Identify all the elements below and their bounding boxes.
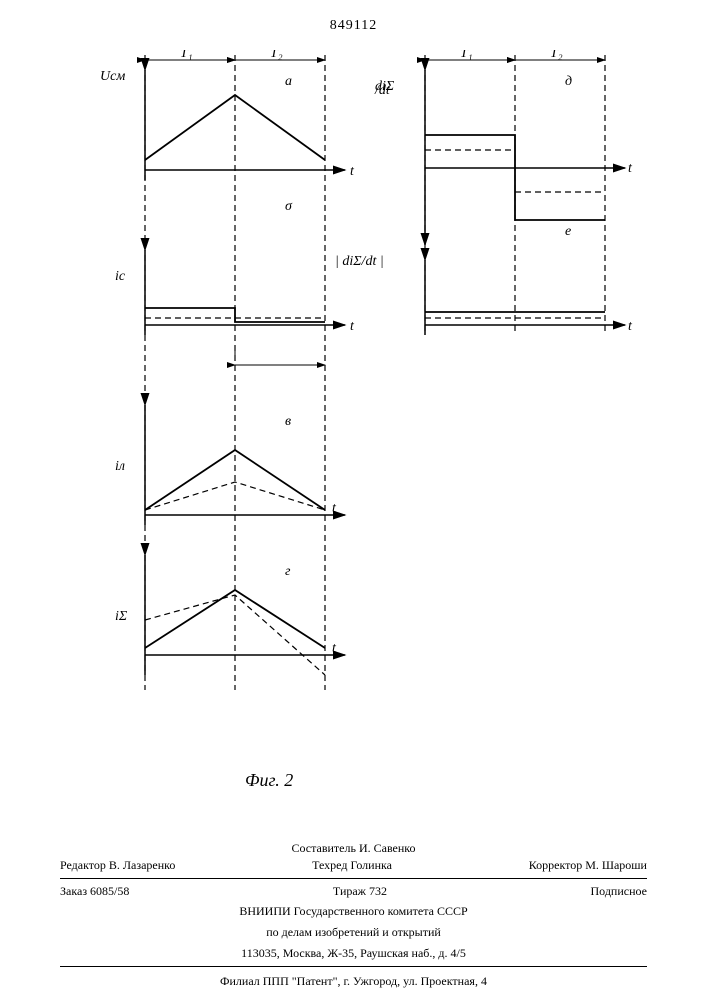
right-T1-label: T₁ <box>460 50 473 61</box>
right-T2-label: T₂ <box>550 50 563 61</box>
panel-g-ylabel: iΣ <box>115 609 128 624</box>
left-T2-label: T₂ <box>270 50 283 61</box>
org-line-1: ВНИИПИ Государственного комитета СССР <box>60 903 647 920</box>
editor-line: Редактор В. Лазаренко <box>60 857 175 874</box>
panel-a-ylabel: Uсм <box>100 69 125 84</box>
panel-a-label: а <box>285 74 292 89</box>
panel-v-xlabel: t <box>332 501 337 516</box>
panel-g-label: г <box>285 564 291 579</box>
panel-v-label: в <box>285 414 291 429</box>
panel-v-ylabel: iл <box>115 459 125 474</box>
panel-b-xlabel: t <box>350 319 355 334</box>
panel-e-xlabel: t <box>628 319 633 334</box>
panel-b-diE-label: | diΣ/dt | <box>335 254 384 269</box>
order-line: Заказ 6085/58 <box>60 883 129 900</box>
divider-1 <box>60 878 647 879</box>
address-line: 113035, Москва, Ж-35, Раушская наб., д. … <box>60 945 647 962</box>
panel-b-ylabel: iс <box>115 269 126 284</box>
panel-d-ylabel: diΣ/dt <box>374 79 395 98</box>
figure-caption: Фиг. 2 <box>245 770 293 791</box>
org-line-2: по делам изобретений и открытий <box>60 924 647 941</box>
panel-d-xlabel: t <box>628 161 633 176</box>
doc-number: 849112 <box>330 18 377 34</box>
footer-line: Филиал ППП "Патент", г. Ужгород, ул. Про… <box>60 973 647 990</box>
panel-a-xlabel: t <box>350 164 355 179</box>
compiler-line: Составитель И. Савенко <box>60 840 647 857</box>
panel-sigma-label: σ <box>285 199 293 214</box>
panel-d-label: д <box>565 74 572 89</box>
subscription-line: Подписное <box>591 883 648 900</box>
panel-e-label: е <box>565 224 571 239</box>
figure-diagram: T₁ T₂ а Uсм t σ iс | diΣ/dt | t в iл t <box>60 50 640 750</box>
panel-g-xlabel: t <box>332 641 337 656</box>
left-T1-label: T₁ <box>180 50 193 61</box>
divider-2 <box>60 966 647 967</box>
tirage-line: Тираж 732 <box>333 883 387 900</box>
corrector-line: Корректор М. Шароши <box>529 857 647 874</box>
techred-line: Техред Голинка <box>312 857 392 874</box>
credits-block: Составитель И. Савенко Редактор В. Лазар… <box>60 840 647 990</box>
